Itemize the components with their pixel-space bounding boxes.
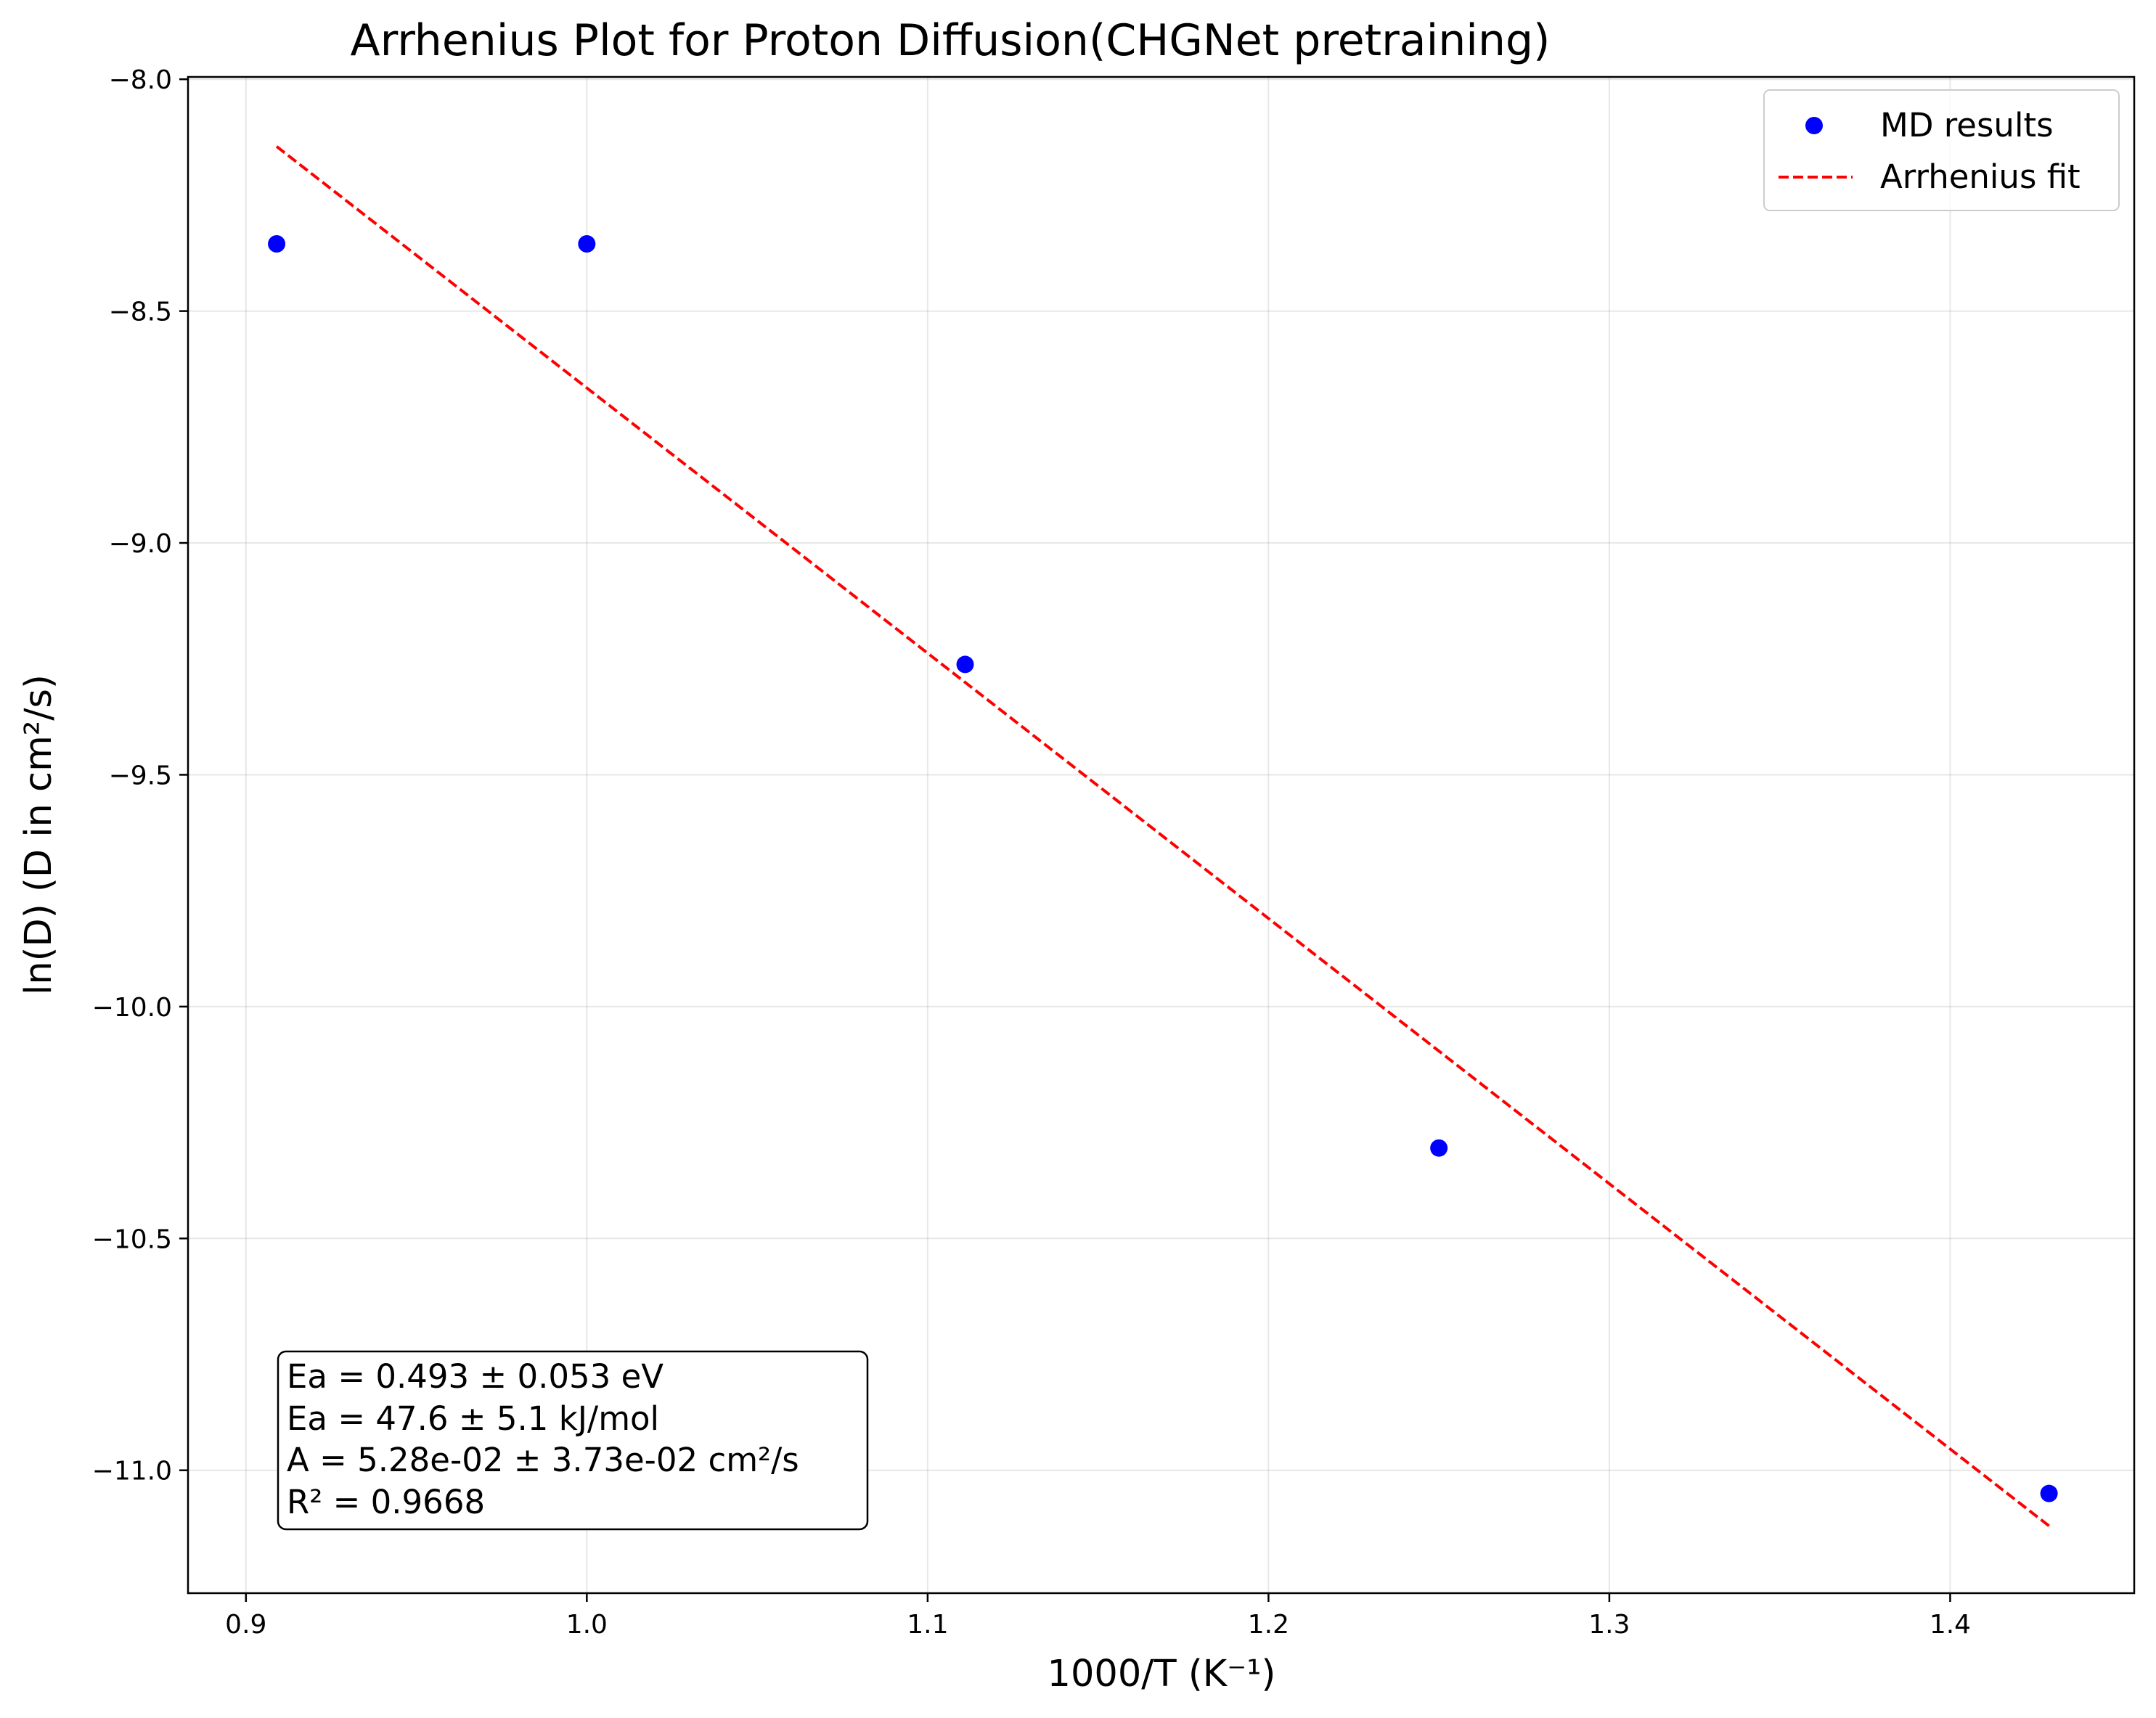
x-tick-label: 1.3: [1588, 1610, 1630, 1640]
stats-r-squared: R² = 0.9668: [287, 1483, 485, 1521]
fit-statistics-box: Ea = 0.493 ± 0.053 eV Ea = 47.6 ± 5.1 kJ…: [277, 1350, 869, 1531]
x-tick-label: 1.2: [1248, 1610, 1289, 1640]
stats-activation-energy-ev: Ea = 0.493 ± 0.053 eV: [287, 1357, 663, 1396]
y-tick-label: −10.5: [92, 1224, 172, 1254]
stats-prefactor: A = 5.28e-02 ± 3.73e-02 cm²/s: [287, 1441, 799, 1479]
y-tick-label: −9.0: [109, 529, 172, 559]
y-tick-label: −9.5: [109, 761, 172, 790]
y-tick-label: −8.5: [109, 298, 172, 327]
plot-frame: [187, 75, 2136, 1595]
x-tick-label: 1.0: [566, 1610, 608, 1640]
legend: MD results Arrhenius fit: [1763, 89, 2120, 211]
md-result-point: [2040, 1484, 2058, 1502]
x-axis-label: 1000/T (K⁻¹): [1048, 1653, 1276, 1695]
stats-activation-energy-kj: Ea = 47.6 ± 5.1 kJ/mol: [287, 1399, 659, 1438]
md-result-point: [268, 234, 286, 253]
y-tick-label: −10.0: [92, 993, 172, 1023]
chart-title: Arrhenius Plot for Proton Diffusion(CHGN…: [351, 15, 1551, 66]
md-result-point: [956, 655, 974, 674]
legend-label-arrhenius-fit: Arrhenius fit: [1880, 158, 2081, 196]
x-tick-label: 1.4: [1930, 1610, 1971, 1640]
grid-lines: [188, 77, 2134, 1593]
fit-layer: [275, 145, 2050, 1527]
x-tick-label: 1.1: [907, 1610, 948, 1640]
y-tick-label: −11.0: [92, 1457, 172, 1486]
legend-label-md-results: MD results: [1880, 106, 2054, 144]
y-tick-label: −8.0: [109, 65, 172, 95]
arrhenius-fit-line: [275, 145, 2050, 1527]
legend-frame: [1763, 89, 2120, 211]
axis-ticks: 0.9 1.0 1.1 1.2 1.3 1.4 −8.0 −8.5 −9.0 −9.5 −10.0 −…: [92, 65, 1971, 1640]
points-layer: [268, 234, 2058, 1502]
md-result-point: [578, 234, 596, 253]
y-axis-label: ln(D) (D in cm²/s): [17, 674, 60, 995]
stats-frame: [277, 1350, 869, 1531]
md-result-point: [1430, 1139, 1448, 1157]
legend-marker-md-results: [1805, 117, 1823, 134]
x-tick-label: 0.9: [225, 1610, 266, 1640]
